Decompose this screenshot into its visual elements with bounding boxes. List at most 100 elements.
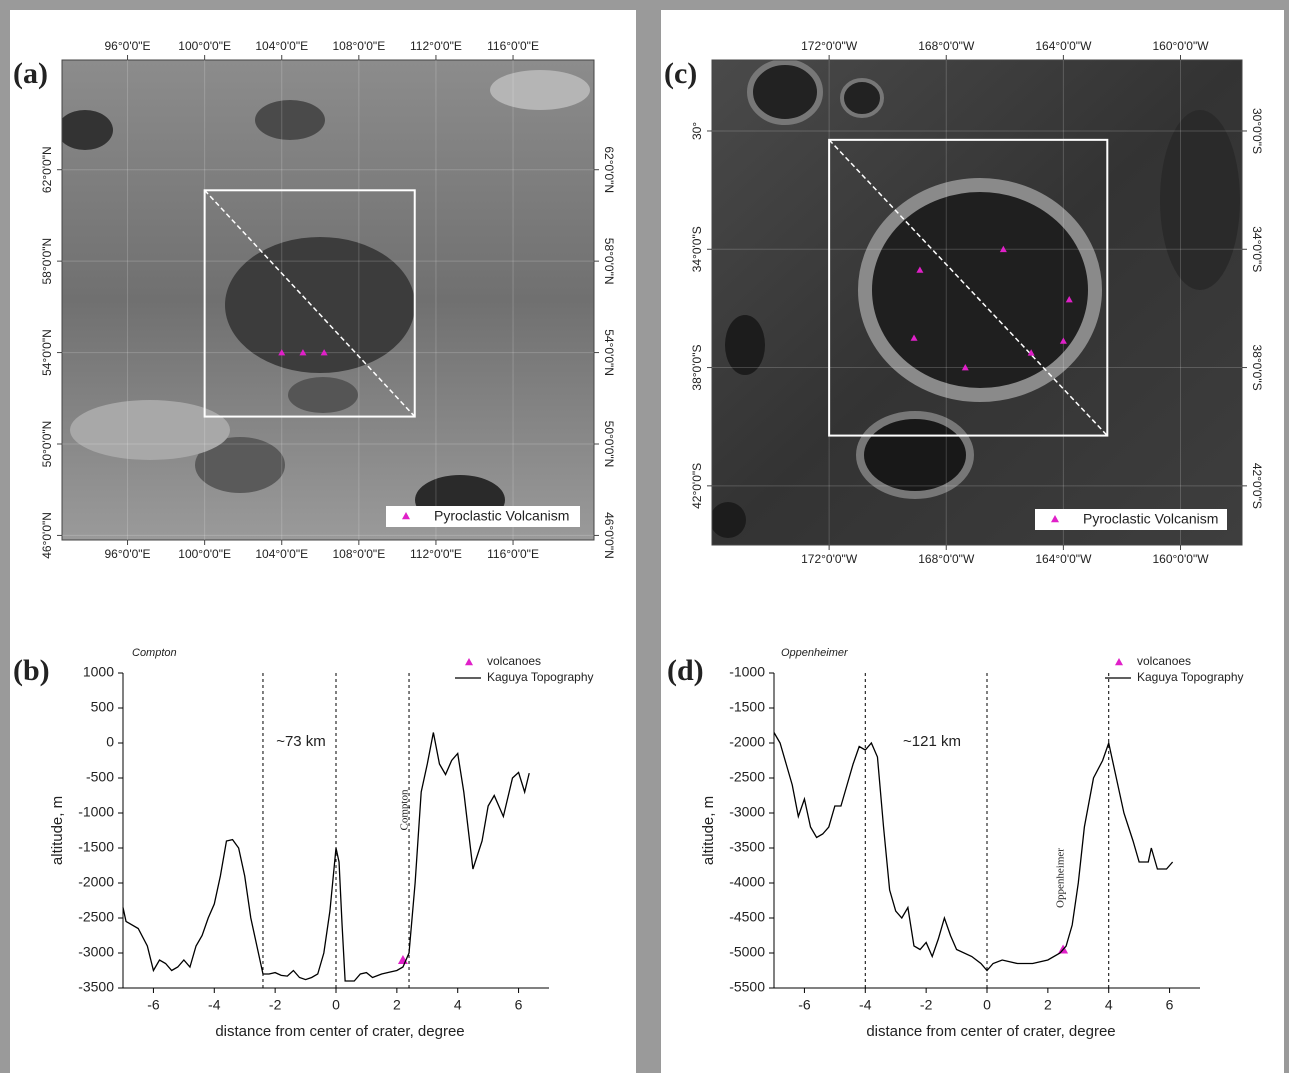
x-tick-label: 164°0'0"W	[1035, 552, 1092, 566]
y-tick-label: 54°0'0"N	[602, 329, 616, 376]
legend-label: Kaguya Topography	[487, 670, 594, 684]
legend-label: volcanoes	[1137, 654, 1191, 668]
y-tick-label: -4500	[729, 909, 765, 925]
chart-title: Compton	[132, 647, 177, 659]
x-tick-label: 2	[1044, 997, 1052, 1013]
annotation: Oppenheimer	[1055, 848, 1067, 908]
map-frame	[61, 59, 595, 541]
x-tick-label: 6	[515, 997, 523, 1013]
map-image-c	[712, 60, 1242, 545]
highland	[490, 70, 590, 110]
annotation: ~121 km	[903, 733, 961, 750]
y-tick-label: -4000	[729, 874, 765, 890]
chart-title: Oppenheimer	[781, 647, 849, 659]
x-tick-label: 116°0'0"E	[487, 547, 539, 561]
crater	[858, 178, 1102, 402]
x-tick-label: 104°0'0"E	[255, 547, 308, 561]
crater	[856, 411, 974, 499]
volcanism-marker	[961, 364, 969, 371]
x-tick-label: 160°0'0"W	[1152, 552, 1209, 566]
topography-line	[773, 732, 1174, 972]
y-tick-label: -3500	[729, 839, 765, 855]
y-tick-label: 0	[106, 734, 114, 750]
x-tick-label: 100°0'0"E	[178, 547, 231, 561]
y-tick-label: 500	[91, 699, 115, 715]
x-tick-label: 0	[332, 997, 340, 1013]
y-tick-label: -3000	[78, 944, 114, 960]
crater	[1160, 110, 1240, 290]
study-region	[203, 189, 416, 418]
legend-box	[386, 506, 580, 527]
y-tick-label: -1500	[729, 699, 765, 715]
y-tick-label: 38°0'0"S	[690, 345, 704, 391]
y-tick-label: 50°0'0"N	[602, 421, 616, 468]
crater	[62, 110, 113, 150]
x-axis-label: distance from center of crater, degree	[215, 1023, 464, 1040]
crater	[225, 237, 415, 373]
x-tick-label: 100°0'0"E	[178, 39, 231, 53]
crater	[840, 78, 884, 118]
volcanism-marker	[1065, 296, 1073, 303]
y-tick-label: -2500	[729, 769, 765, 785]
x-tick-label: -4	[859, 997, 872, 1013]
y-tick-label: -3000	[729, 804, 765, 820]
y-tick-label: 34°0'0"S	[1250, 226, 1264, 272]
volcanism-marker	[999, 245, 1007, 253]
highland	[70, 400, 230, 460]
legend-marker	[402, 512, 410, 520]
annotation: ~73 km	[276, 733, 326, 750]
panel-label: (a)	[13, 57, 48, 90]
topography-line	[122, 732, 530, 982]
y-tick-label: 30°	[690, 122, 704, 140]
y-tick-label: -1000	[78, 804, 114, 820]
crater	[747, 60, 823, 125]
x-tick-label: 112°0'0"E	[410, 547, 462, 561]
volcanism-marker	[278, 349, 286, 356]
panel-label: (b)	[13, 654, 50, 687]
x-axis-label: distance from center of crater, degree	[866, 1023, 1115, 1040]
volcanism-marker	[910, 334, 918, 341]
y-tick-label: -1500	[78, 839, 114, 855]
x-tick-label: -2	[920, 997, 933, 1013]
y-tick-label: -5000	[729, 944, 765, 960]
y-tick-label: -500	[86, 769, 114, 785]
legend-label: Kaguya Topography	[1137, 670, 1244, 684]
x-tick-label: 6	[1166, 997, 1174, 1013]
legend-label: volcanoes	[487, 654, 541, 668]
y-axis-label: altitude, m	[700, 796, 717, 865]
annotation: Compton	[399, 789, 411, 830]
study-region	[828, 138, 1109, 437]
y-tick-label: -3500	[78, 979, 114, 995]
x-tick-label: 164°0'0"W	[1035, 39, 1092, 53]
x-tick-label: 104°0'0"E	[255, 39, 308, 53]
x-tick-label: 96°0'0"E	[105, 39, 151, 53]
crater	[725, 315, 765, 375]
y-tick-label: 34°0'0"S	[690, 226, 704, 272]
panel-label: (d)	[667, 654, 704, 687]
x-tick-label: 172°0'0"W	[801, 39, 858, 53]
profile-line	[204, 189, 416, 418]
y-tick-label: -2000	[729, 734, 765, 750]
map-frame	[711, 59, 1243, 546]
profile-line	[828, 139, 1108, 437]
y-tick-label: 46°0'0"N	[40, 512, 54, 559]
volcanism-marker	[1027, 349, 1035, 356]
x-tick-label: 112°0'0"E	[410, 39, 462, 53]
y-tick-label: 58°0'0"N	[40, 238, 54, 285]
y-tick-label: 50°0'0"N	[40, 421, 54, 468]
y-tick-label: 42°0'0"S	[690, 463, 704, 509]
y-tick-label: -1000	[729, 664, 765, 680]
y-tick-label: -2500	[78, 909, 114, 925]
legend-marker	[465, 658, 473, 666]
crater	[195, 437, 285, 493]
y-tick-label: 42°0'0"S	[1250, 463, 1264, 509]
x-tick-label: -2	[269, 997, 282, 1013]
x-tick-label: 116°0'0"E	[487, 39, 539, 53]
x-tick-label: -6	[147, 997, 160, 1013]
y-tick-label: 62°0'0"N	[40, 146, 54, 193]
x-tick-label: 2	[393, 997, 401, 1013]
map-image-a	[62, 60, 594, 540]
y-tick-label: -2000	[78, 874, 114, 890]
x-tick-label: 4	[1105, 997, 1113, 1013]
